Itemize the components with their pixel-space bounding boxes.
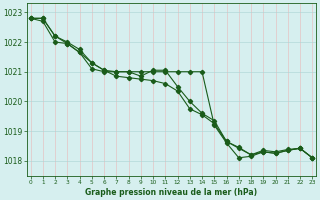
X-axis label: Graphe pression niveau de la mer (hPa): Graphe pression niveau de la mer (hPa) [85,188,258,197]
